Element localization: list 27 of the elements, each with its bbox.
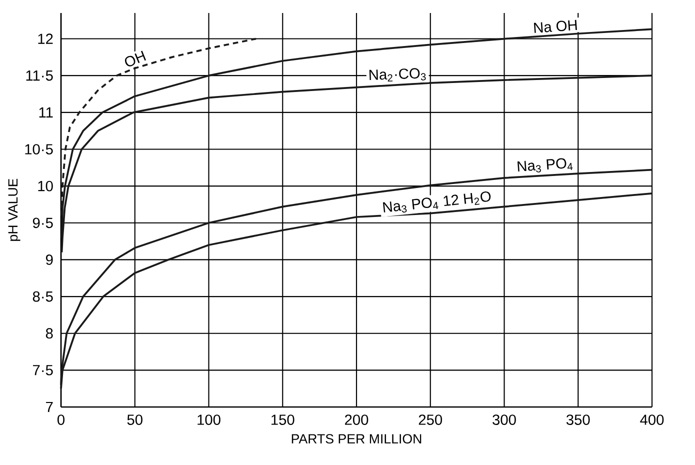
- series-label: Na$_{2}$·CO$_{3}$: [369, 68, 426, 82]
- y-tick-label: 11: [39, 107, 53, 118]
- y-tick-label: 7·5: [33, 365, 53, 376]
- y-tick-label: 9·5: [32, 218, 53, 228]
- x-axis-title: PARTS PER MILLION: [292, 434, 422, 444]
- x-tick-label: 0: [57, 414, 64, 425]
- y-tick-label: 8·5: [32, 291, 53, 302]
- y-tick-label: 9: [46, 254, 53, 265]
- x-tick-label: 300: [492, 414, 516, 425]
- series-label: Na OH: [534, 20, 577, 33]
- text: OH: [124, 50, 146, 66]
- series-label: Na$_{3}$ PO$_{4}$: [517, 158, 573, 172]
- y-tick-label: 11·5: [26, 70, 53, 81]
- y-tick-label: 10·5: [25, 144, 53, 154]
- y-tick-label: 8: [46, 328, 53, 339]
- x-tick-label: 350: [566, 414, 590, 425]
- x-tick-label: 100: [198, 414, 220, 425]
- x-tick-label: 400: [640, 414, 664, 425]
- y-tick-label: 10: [38, 180, 53, 192]
- x-tick-label: 150: [272, 414, 294, 425]
- x-tick-label: 250: [418, 414, 442, 425]
- y-tick-label: 7: [46, 402, 53, 412]
- x-tick-label: 50: [127, 414, 142, 425]
- x-tick-label: 200: [345, 414, 368, 425]
- y-axis-title: pH VALUE: [8, 178, 20, 241]
- y-tick-label: 12: [38, 34, 53, 44]
- text: Na$_{3}$ PO$_{4}$ 12 H$_{2}$O: [382, 191, 491, 213]
